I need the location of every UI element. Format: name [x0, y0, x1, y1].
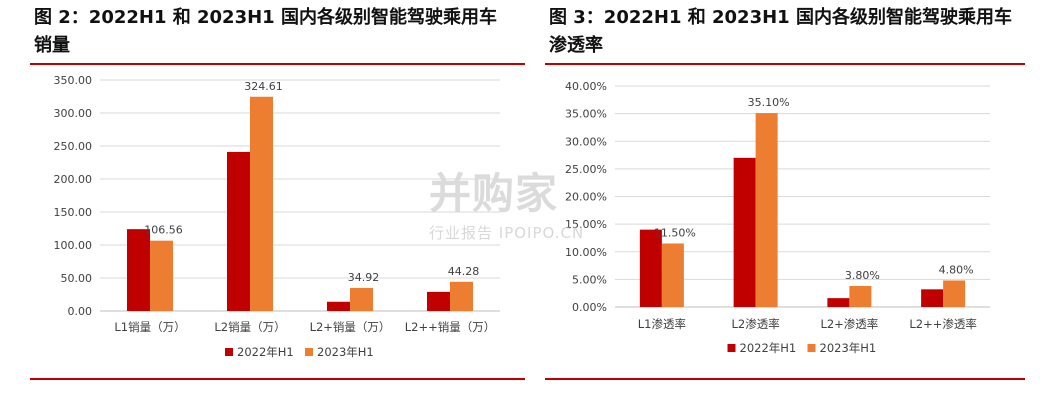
legend-swatch	[305, 348, 313, 356]
figure-2-title: 图 2：2022H1 和 2023H1 国内各级别智能驾驶乘用车销量	[34, 7, 497, 56]
figure-3-bottom-rule	[545, 378, 1025, 380]
legend-swatch	[727, 344, 736, 352]
bar-series1	[227, 151, 250, 311]
legend-label: 2023年H1	[317, 345, 374, 359]
figure-3-panel: 图 3：2022H1 和 2023H1 国内各级别智能驾驶乘用车渗透率 0.00…	[545, 0, 1040, 405]
data-label: 34.92	[348, 271, 380, 284]
y-tick-label: 10.00%	[565, 246, 607, 259]
y-tick-label: 350.00	[54, 74, 93, 87]
bar-series2	[250, 96, 273, 311]
x-category-label: L2++销量（万）	[405, 320, 496, 334]
figure-2-top-rule	[30, 63, 525, 65]
y-tick-label: 25.00%	[565, 163, 607, 176]
bar-series1	[733, 157, 756, 307]
bar-series1	[639, 229, 662, 307]
y-tick-label: 200.00	[54, 173, 93, 186]
figure-3-chart: 0.00% 5.00% 10.00% 15.00% 20.00% 25.00% 30.00%…	[545, 67, 1025, 381]
bar-series1	[427, 291, 450, 311]
x-category-label: L2++渗透率	[909, 317, 977, 331]
x-category-label: L1渗透率	[638, 317, 686, 331]
figure-2-chart: 0.00 50.00 100.00 150.00 200.00 250.00 300.00 3…	[30, 67, 525, 381]
penetration-bar-chart: 0.00% 5.00% 10.00% 15.00% 20.00% 25.00% 30.00%…	[565, 80, 990, 355]
bar-series2	[450, 281, 473, 311]
y-tick-label: 15.00%	[565, 218, 607, 231]
data-label: 324.61	[244, 80, 283, 93]
y-tick-label: 5.00%	[572, 273, 607, 286]
legend-label: 2022年H1	[740, 341, 797, 355]
y-tick-label: 150.00	[54, 206, 93, 219]
bar-series1	[827, 298, 850, 307]
sales-bar-chart: 0.00 50.00 100.00 150.00 200.00 250.00 300.00 3…	[54, 74, 500, 359]
figure-2-bottom-rule	[30, 378, 525, 380]
x-category-label: L2销量（万）	[214, 320, 285, 334]
y-tick-label: 250.00	[54, 140, 93, 153]
bar-series2	[943, 280, 966, 307]
legend-label: 2023年H1	[820, 341, 877, 355]
bar-series2	[849, 286, 872, 307]
y-tick-label: 100.00	[54, 239, 93, 252]
figure-3-title: 图 3：2022H1 和 2023H1 国内各级别智能驾驶乘用车渗透率	[549, 7, 1012, 56]
figure-3-top-rule	[545, 63, 1025, 65]
y-tick-label: 20.00%	[565, 191, 607, 204]
data-label: 44.28	[448, 265, 480, 278]
legend-label: 2022年H1	[237, 345, 294, 359]
bar-series1	[327, 301, 350, 311]
x-category-label: L2渗透率	[732, 317, 780, 331]
y-tick-label: 30.00%	[565, 135, 607, 148]
data-label: 4.80%	[939, 263, 974, 276]
data-label: 35.10%	[748, 96, 790, 109]
y-tick-label: 40.00%	[565, 80, 607, 93]
data-label: 3.80%	[845, 269, 880, 282]
legend-swatch	[225, 348, 233, 356]
y-tick-label: 0.00%	[572, 301, 607, 314]
y-tick-label: 35.00%	[565, 108, 607, 121]
y-tick-label: 0.00	[68, 305, 93, 318]
legend-swatch	[807, 344, 816, 352]
bar-series1	[921, 289, 944, 307]
bar-series2	[755, 113, 778, 307]
x-category-label: L1销量（万）	[114, 320, 185, 334]
data-label: 11.50%	[654, 226, 696, 239]
bar-series2	[350, 287, 373, 311]
y-tick-label: 300.00	[54, 107, 93, 120]
figure-2-panel: 图 2：2022H1 和 2023H1 国内各级别智能驾驶乘用车销量 0.00 5…	[30, 0, 525, 405]
bar-series1	[127, 229, 150, 311]
x-category-label: L2+销量（万）	[310, 320, 391, 334]
y-tick-label: 50.00	[61, 272, 93, 285]
x-category-label: L2+渗透率	[820, 317, 878, 331]
bar-series2	[150, 240, 173, 311]
bar-series2	[661, 243, 684, 307]
data-label: 106.56	[144, 224, 183, 237]
